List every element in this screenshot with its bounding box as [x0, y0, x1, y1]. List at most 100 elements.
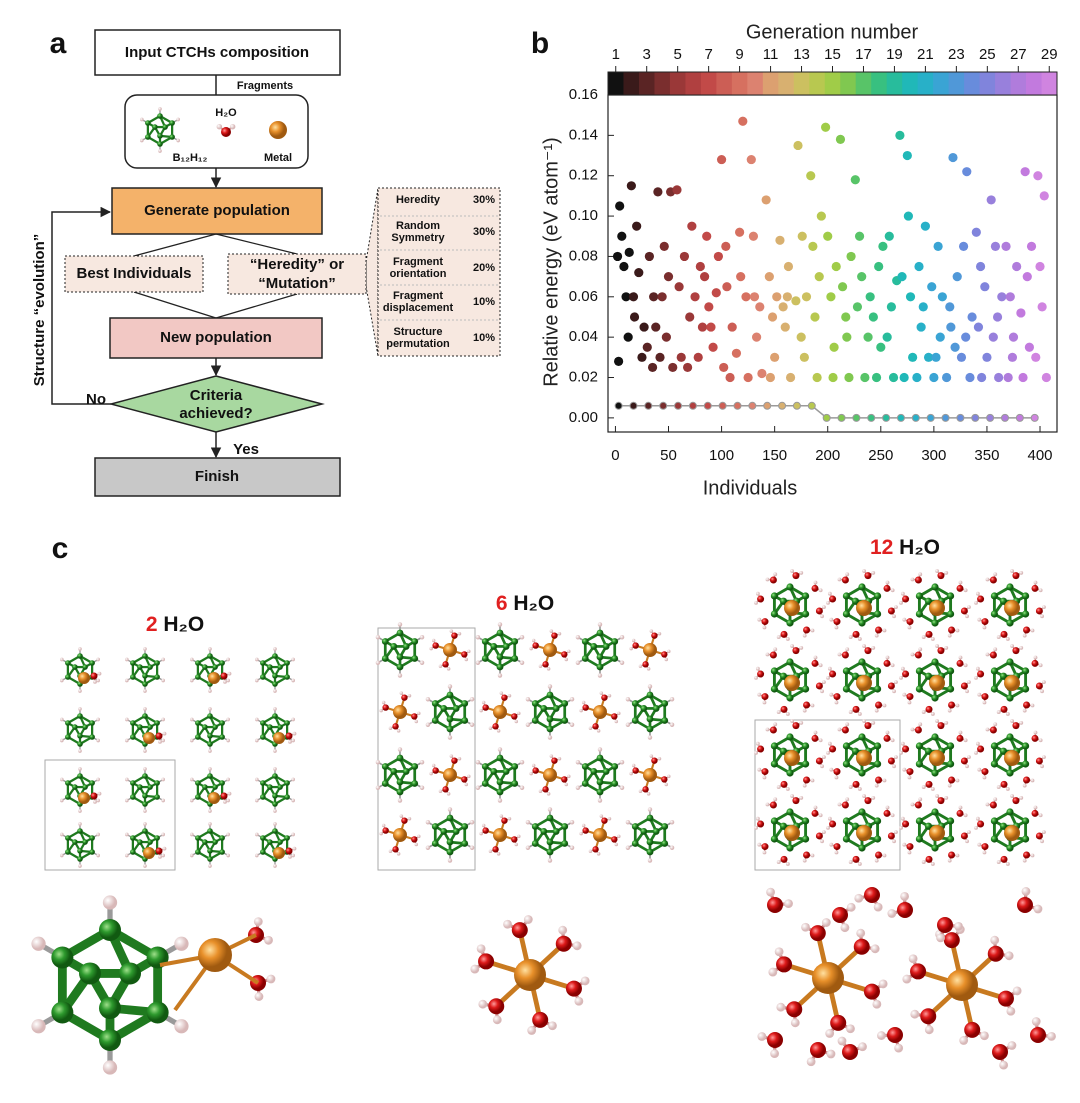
point [997, 292, 1007, 302]
boron-atom [154, 720, 160, 726]
hydrogen-atom [619, 660, 625, 665]
hydrogen-atom [874, 858, 879, 863]
hydrogen-atom [143, 809, 147, 813]
hydrogen-atom [845, 797, 850, 802]
oxygen-atom [1012, 722, 1020, 730]
oxygen-atom [864, 647, 872, 655]
oxygen-atom [401, 694, 408, 701]
hydrogen-atom [837, 727, 842, 732]
operator-share: 10% [473, 296, 495, 308]
boron-atom [130, 720, 136, 726]
boron-atom [873, 685, 882, 693]
boron-atom [999, 822, 1008, 830]
boron-atom [77, 733, 83, 739]
hydrogen-atom [647, 807, 653, 812]
oxygen-atom [382, 704, 389, 711]
hydrogen-atom [531, 763, 536, 768]
hydrogen-atom [375, 785, 381, 790]
boron-atom [646, 715, 654, 723]
hydrogen-atom [208, 809, 212, 813]
hydrogen-atom [982, 850, 987, 855]
best-point [822, 413, 831, 422]
oxygen-atom [902, 595, 910, 603]
point [783, 261, 794, 272]
oxygen-atom [956, 659, 964, 667]
point [799, 352, 809, 362]
hydrogen-atom [547, 807, 553, 812]
point [727, 322, 737, 332]
point [1018, 372, 1028, 383]
hydrogen-atom [1004, 951, 1014, 961]
point [912, 372, 922, 383]
boron-atom [402, 643, 410, 650]
hydrogen-atom [944, 795, 949, 800]
boron-atom [786, 844, 794, 852]
boron-atom [842, 685, 851, 693]
boron-atom [931, 694, 939, 702]
boron-atom [461, 840, 469, 847]
hydrogen-atom [667, 649, 671, 654]
hydrogen-atom [669, 820, 675, 825]
hydrogen-atom [629, 771, 633, 776]
boron-atom [272, 673, 278, 679]
boron-atom [924, 597, 933, 605]
hydrogen-atom [488, 849, 493, 854]
hydrogen-atom [161, 678, 166, 683]
boron-atom [851, 672, 860, 680]
point [902, 150, 912, 161]
boron-atom [260, 734, 266, 740]
boron-atom [611, 780, 619, 787]
boron-atom [915, 592, 924, 600]
hydrogen-atom [918, 647, 923, 652]
hydrogen-atom [1031, 1017, 1041, 1026]
point [626, 181, 636, 191]
point [706, 322, 716, 332]
hydrogen-atom [638, 664, 643, 669]
oxygen-atom [492, 846, 499, 853]
hydrogen-atom [947, 858, 952, 863]
hydrogen-atom [646, 667, 651, 671]
hydrogen-atom [375, 660, 381, 665]
hydrogen-atom [124, 678, 129, 683]
hydrogen-atom [388, 849, 393, 854]
boron-atom [267, 664, 273, 670]
hydrogen-atom [829, 692, 834, 697]
hydrogen-atom [549, 629, 554, 633]
oxygen-atom [285, 732, 293, 740]
cluster-label: B₁₂H₁₂ [173, 152, 208, 164]
hydrogen-atom [822, 755, 826, 760]
boron-atom [147, 664, 153, 670]
boron-atom [851, 747, 860, 755]
boron-atom [277, 784, 283, 790]
hydrogen-atom [497, 798, 503, 803]
boron-atom [1006, 769, 1014, 777]
point [961, 332, 971, 342]
hydrogen-atom [900, 816, 905, 821]
hydrogen-atom [829, 842, 834, 847]
boron-atom [1021, 667, 1030, 675]
hydrogen-atom [965, 689, 970, 694]
oxygen-atom [914, 726, 922, 734]
oxygen-atom [1012, 647, 1020, 655]
hydrogen-atom [529, 646, 533, 651]
hydrogen-atom [223, 799, 227, 804]
boron-atom [260, 794, 266, 800]
hydrogen-atom [776, 785, 781, 790]
oxygen-atom [809, 925, 826, 942]
point [634, 267, 644, 278]
hydrogen-atom [935, 794, 940, 798]
boron-atom [481, 763, 489, 770]
hydrogen-atom [449, 629, 454, 633]
hydrogen-atom [935, 569, 940, 573]
panel-label: b [531, 27, 549, 60]
hydrogen-atom [907, 775, 912, 780]
hydrogen-atom [625, 697, 631, 702]
hydrogen-atom [776, 710, 781, 715]
boron-atom [446, 691, 454, 699]
boron-atom [946, 742, 955, 750]
oxygen-atom [833, 618, 841, 626]
oxygen-atom [852, 630, 860, 638]
boron-atom [873, 760, 882, 768]
metal-atom [1004, 600, 1020, 616]
point [629, 312, 640, 322]
